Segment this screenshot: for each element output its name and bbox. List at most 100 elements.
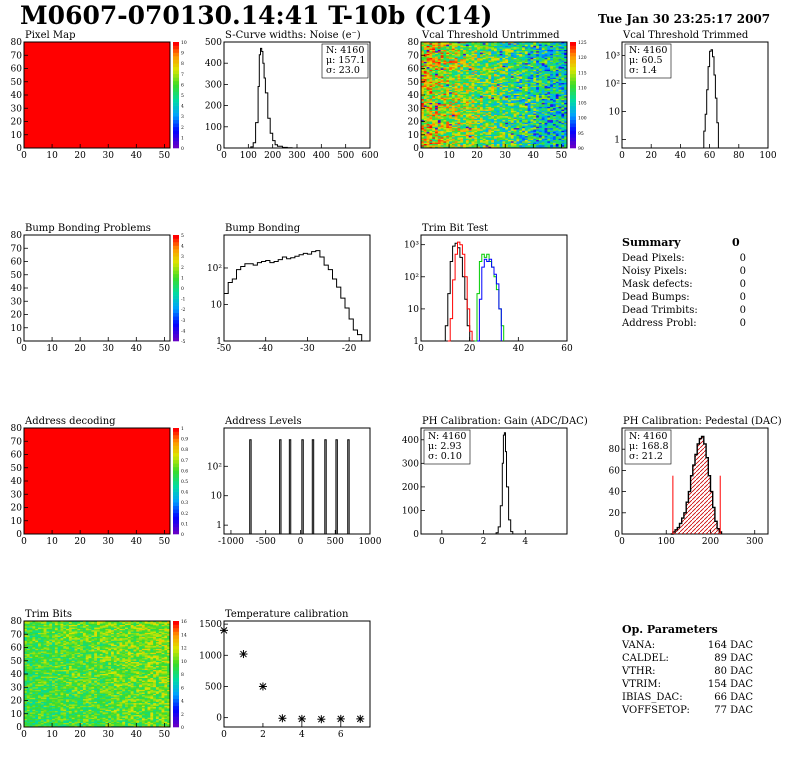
- op-parameter-label: VOFFSETOP:: [621, 705, 690, 716]
- vcal-trimmed-stat: N: 4160: [629, 45, 667, 56]
- address-decoding-colorbar-label: 0.1: [181, 521, 188, 527]
- bump-bonding-problems-title: Bump Bonding Problems: [25, 223, 151, 234]
- trim-bits-xtick-label: 30: [103, 730, 115, 740]
- summary-row-value: 0: [740, 318, 746, 329]
- address-levels-xtick-label: 0: [298, 537, 304, 547]
- temperature-calibration-point: [356, 714, 365, 723]
- vcal-trimmed-xtick-label: 100: [759, 151, 776, 161]
- ph-pedestal-stat: μ: 168.8: [629, 441, 669, 452]
- pixel-map-cells: [24, 42, 170, 148]
- scurve-widths-xtick-label: 300: [288, 151, 305, 161]
- pixel-map-xtick-label: 50: [159, 151, 171, 161]
- vcal-trimmed-title: Vcal Threshold Trimmed: [622, 30, 749, 41]
- scurve-widths-series-0: [244, 47, 293, 149]
- vcal-untrimmed-colorbar-label: 90: [578, 146, 584, 152]
- scurve-widths-xtick-label: 600: [361, 151, 378, 161]
- trim-bits-ytick-label: 40: [11, 670, 23, 680]
- temperature-calibration-point: [278, 714, 287, 723]
- scurve-widths-xtick-label: 500: [337, 151, 354, 161]
- pixel-map-colorbar-label: 2: [181, 125, 184, 131]
- address-levels-peak-1: [279, 439, 282, 534]
- ph-gain-title: PH Calibration: Gain (ADC/DAC): [422, 416, 588, 427]
- pixel-map-colorbar-label: 6: [181, 82, 184, 88]
- trim-bits-colorbar-label: 16: [181, 619, 187, 625]
- ph-gain-ytick-label: 300: [402, 459, 419, 469]
- ph-pedestal-plot: PH Calibration: Pedestal (DAC)0 100 200 300…: [609, 416, 782, 547]
- bump-bonding-problems-xtick-label: 20: [74, 344, 86, 354]
- address-decoding-ytick-label: 20: [11, 504, 23, 514]
- vcal-untrimmed-xtick-label: 50: [556, 151, 568, 161]
- page-title: M0607-070130.14:41 T-10b (C14): [20, 1, 492, 30]
- bump-bonding-problems-colorbar-label: -2: [181, 307, 186, 313]
- op-parameters-panel: Op. Parameters VANA: 164 DAC CALDEL: 89 DAC…: [621, 623, 753, 716]
- trim-bits-colorbar-label: 0: [181, 725, 184, 731]
- ph-gain-ytick-label: 400: [402, 436, 419, 446]
- temperature-calibration-xtick-label: 6: [338, 730, 344, 740]
- trim-bits-xtick-label: 10: [46, 730, 58, 740]
- temperature-calibration-point: [336, 714, 345, 723]
- bump-bonding-problems-ytick-label: 0: [16, 337, 22, 347]
- ph-gain-xtick-label: 2: [481, 537, 487, 547]
- summary-panel: Summary 0 Dead Pixels: 0 Noisy Pixels: 0 Mas…: [621, 236, 746, 329]
- trim-bits-plot: Trim Bits 0 2 4 6 8 10 12 14 16 0 10 20 30 40 50 0 10 20 30…: [11, 609, 187, 740]
- temperature-calibration-point: [317, 715, 326, 724]
- scurve-widths-xtick-label: 200: [264, 151, 281, 161]
- bump-bonding-problems-colorbar-label: 4: [181, 244, 184, 250]
- address-decoding-colorbar-label: 1: [181, 426, 184, 432]
- bump-bonding-series-0: [224, 250, 363, 341]
- address-levels-peak-3: [301, 439, 304, 534]
- bump-bonding-ytick-label: 10²: [207, 264, 222, 274]
- op-parameters-title: Op. Parameters: [622, 623, 718, 636]
- trim-bits-colorbar-label: 12: [181, 646, 187, 652]
- vcal-untrimmed-ytick-label: 30: [408, 104, 420, 114]
- vcal-untrimmed-colorbar-label: 125: [578, 40, 587, 46]
- trim-bits-colorbar-label: 4: [181, 699, 184, 705]
- summary-row-value: 0: [740, 305, 746, 316]
- pixel-map-ytick-label: 10: [11, 131, 23, 141]
- trim-bits-xtick-label: 20: [74, 730, 86, 740]
- vcal-untrimmed-colorbar-label: 100: [578, 116, 587, 122]
- pixel-map-ytick-label: 20: [11, 118, 23, 128]
- pixel-map-colorbar-label: 9: [181, 51, 184, 57]
- trim-bits-colorbar-label: 2: [181, 712, 184, 718]
- bump-bonding-problems-ytick-label: 80: [11, 231, 23, 241]
- address-levels-peak-0: [249, 439, 252, 534]
- bump-bonding-problems-ytick-label: 60: [11, 258, 23, 268]
- ph-pedestal-stat: σ: 21.2: [629, 451, 663, 462]
- pixel-map-ytick-label: 0: [16, 144, 22, 154]
- trim-bits-ytick-label: 60: [11, 644, 23, 654]
- scurve-widths-stat: μ: 157.1: [326, 55, 366, 66]
- bump-bonding-problems-colorbar-label: 5: [181, 233, 184, 239]
- vcal-trimmed-frame: [621, 41, 769, 149]
- pixel-map-colorbar-label: 10: [181, 40, 187, 46]
- bump-bonding-problems-colorbar-label: 3: [181, 254, 184, 260]
- address-decoding-colorbar-label: 0.5: [181, 479, 188, 485]
- bump-bonding-xtick-label: -50: [217, 344, 232, 354]
- address-levels-ytick-label: 1: [216, 521, 222, 531]
- vcal-trimmed-stat: μ: 60.5: [629, 55, 663, 66]
- address-decoding-ytick-label: 10: [11, 517, 23, 527]
- address-decoding-plot: Address decoding 0 0.1 0.2 0.3 0.4 0.5 0.6 0.7 0.…: [11, 416, 189, 547]
- scurve-widths-plot: S-Curve widths: Noise (e⁻) 0 100 200 300 400 5…: [205, 30, 379, 161]
- temperature-calibration-title: Temperature calibration: [225, 609, 349, 620]
- bump-bonding-problems-colorbar-label: -4: [181, 328, 186, 334]
- ph-pedestal-ytick-label: 40: [609, 488, 621, 498]
- address-decoding-colorbar: 0 0.1 0.2 0.3 0.4 0.5 0.6 0.7 0.8 0.9 1: [173, 426, 188, 538]
- vcal-trimmed-series-0: [702, 49, 719, 149]
- trim-bits-xtick-label: 50: [159, 730, 171, 740]
- temperature-calibration-plot: Temperature calibration 0 2 4 6 0 500 1000 1500: [199, 609, 371, 740]
- bump-bonding-problems-colorbar-label: 0: [181, 286, 184, 292]
- trim-bits-ytick-label: 20: [11, 697, 23, 707]
- address-decoding-ytick-label: 40: [11, 477, 23, 487]
- address-levels-peak-5: [324, 439, 327, 534]
- pixel-map-xtick-label: 30: [103, 151, 115, 161]
- scurve-widths-xtick-label: 100: [240, 151, 257, 161]
- vcal-untrimmed-ytick-label: 80: [408, 38, 420, 48]
- address-decoding-colorbar-label: 0.8: [181, 447, 188, 453]
- trim-bit-test-plot: Trim Bit Test 0 20 40 60 1 10 10² 10³: [404, 223, 573, 354]
- op-parameter-label: IBIAS_DAC:: [622, 692, 683, 703]
- trim-bits-ytick-label: 10: [11, 710, 23, 720]
- scurve-widths-ytick-label: 100: [205, 123, 222, 133]
- bump-bonding-problems-xtick-label: 40: [131, 344, 143, 354]
